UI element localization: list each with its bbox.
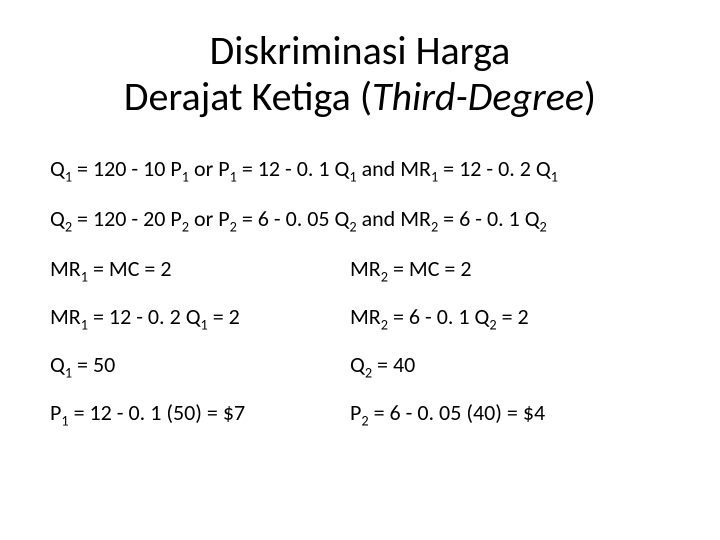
- p2-result: P2 = 6 - 0. 05 (40) = $4: [350, 402, 670, 424]
- q2-result: Q2 = 40: [350, 354, 670, 376]
- equation-q1: Q1 = 120 - 10 P1 or P1 = 12 - 0. 1 Q1 an…: [50, 158, 670, 180]
- slide-content: Q1 = 120 - 10 P1 or P1 = 12 - 0. 1 Q1 an…: [50, 158, 670, 424]
- equation-q2: Q2 = 120 - 20 P2 or P2 = 6 - 0. 05 Q2 an…: [50, 208, 670, 230]
- mr2-mc: MR2 = MC = 2: [350, 258, 670, 280]
- slide: Diskriminasi Harga Derajat Ketiga (Third…: [0, 0, 720, 540]
- mr1-mc: MR1 = MC = 2: [50, 258, 350, 280]
- slide-title: Diskriminasi Harga Derajat Ketiga (Third…: [50, 28, 670, 120]
- p1-result: P1 = 12 - 0. 1 (50) = $7: [50, 402, 350, 424]
- row-mr-eq: MR1 = 12 - 0. 2 Q1 = 2 MR2 = 6 - 0. 1 Q2…: [50, 306, 670, 328]
- title-line2-c: ): [584, 72, 596, 121]
- row-mr-mc: MR1 = MC = 2 MR2 = MC = 2: [50, 258, 670, 280]
- title-line2-a: Derajat Ketiga (: [124, 72, 372, 121]
- mr1-eq: MR1 = 12 - 0. 2 Q1 = 2: [50, 306, 350, 328]
- title-line1: Diskriminasi Harga: [210, 26, 511, 75]
- title-line2-italic: Third-Degree: [372, 72, 584, 121]
- row-p-result: P1 = 12 - 0. 1 (50) = $7 P2 = 6 - 0. 05 …: [50, 402, 670, 424]
- q1-result: Q1 = 50: [50, 354, 350, 376]
- row-q-result: Q1 = 50 Q2 = 40: [50, 354, 670, 376]
- mr2-eq: MR2 = 6 - 0. 1 Q2 = 2: [350, 306, 670, 328]
